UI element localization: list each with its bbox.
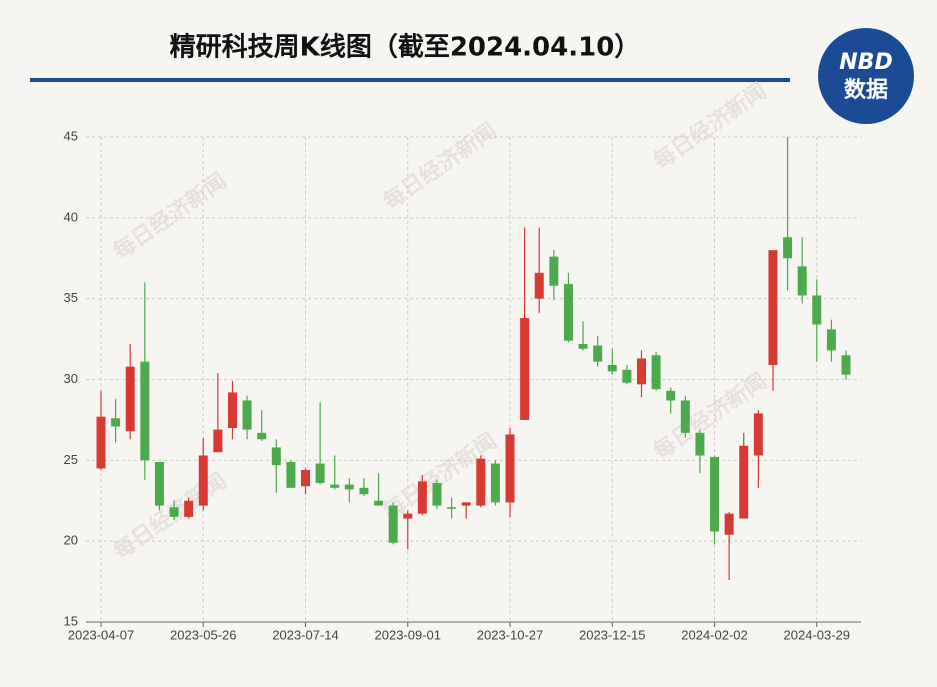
candle-body: [797, 266, 807, 296]
candle-body: [563, 284, 573, 341]
candle-body: [257, 432, 267, 440]
x-tick-label: 2023-05-26: [170, 627, 237, 642]
y-tick-label: 15: [64, 613, 78, 628]
candle-body: [695, 432, 705, 456]
candle-body: [549, 256, 559, 286]
candle-body: [753, 413, 763, 456]
x-tick-label: 2024-02-02: [681, 627, 748, 642]
logo-text: NBD: [839, 50, 892, 75]
candle-body: [125, 366, 135, 432]
title-underline: [30, 78, 790, 82]
candle-body: [826, 329, 836, 351]
candle-body: [227, 392, 237, 428]
candle-body: [812, 295, 822, 325]
candle-body: [169, 507, 179, 517]
candle-body: [476, 458, 486, 506]
candle-body: [505, 434, 515, 503]
plot: 15 20 25 30 35 40 45 2023-04-07 2023-05-26 2023-0…: [64, 128, 861, 642]
candle-body: [315, 463, 325, 483]
watermark: 每日经济新闻: [379, 118, 502, 215]
candle-body: [271, 447, 281, 466]
watermark: 每日经济新闻: [109, 168, 232, 265]
x-tick-label: 2024-03-29: [784, 627, 851, 642]
logo-circle: [818, 28, 914, 124]
candle-body: [783, 237, 793, 259]
candle-body: [432, 482, 442, 506]
y-tick-label: 30: [64, 371, 78, 386]
candle-body: [622, 369, 632, 383]
candle-body: [724, 513, 734, 535]
candle-body: [490, 463, 500, 503]
candle-body: [213, 429, 223, 453]
watermark: 每日经济新闻: [649, 78, 772, 175]
x-tick-label: 2023-12-15: [579, 627, 646, 642]
candle-body: [154, 461, 164, 506]
candle-body: [636, 358, 646, 385]
watermark: 每日经济新闻: [649, 368, 772, 465]
candle-body: [242, 400, 252, 430]
candle-body: [403, 513, 413, 519]
candle-body: [607, 364, 617, 372]
candle-body: [680, 400, 690, 433]
chart-title: 精研科技周K线图（截至2024.04.10）: [170, 33, 641, 63]
x-tick-label: 2023-07-14: [272, 627, 339, 642]
candle-body: [198, 455, 208, 506]
candle-body: [520, 318, 530, 420]
candle-body: [359, 487, 369, 495]
candle-body: [461, 502, 471, 506]
candle-body: [447, 507, 457, 509]
candle-body: [651, 355, 661, 390]
x-tick-label: 2023-04-07: [68, 627, 135, 642]
candle-body: [534, 272, 544, 299]
y-tick-label: 25: [64, 452, 78, 467]
candle-body: [184, 500, 194, 517]
candle-body: [344, 484, 354, 490]
candle-body: [739, 445, 749, 519]
candle-body: [841, 355, 851, 375]
candle-body: [286, 461, 296, 488]
candle-body: [301, 470, 311, 487]
candle-body: [593, 345, 603, 362]
candle-body: [666, 390, 676, 401]
x-tick-label: 2023-09-01: [375, 627, 442, 642]
y-tick-label: 20: [64, 533, 78, 548]
candle-body: [710, 457, 720, 532]
candle-body: [578, 343, 588, 349]
candle-body: [374, 500, 384, 506]
candle-body: [140, 361, 150, 461]
candle-body: [768, 250, 778, 365]
candle-body: [330, 484, 340, 488]
candle-body: [388, 505, 398, 543]
candle-body: [96, 416, 106, 469]
y-tick-label: 35: [64, 290, 78, 305]
candle-body: [111, 418, 121, 427]
x-tick-label: 2023-10-27: [477, 627, 544, 642]
y-tick-label: 40: [64, 209, 78, 224]
y-tick-label: 45: [64, 128, 78, 143]
logo-text: 数据: [844, 77, 888, 103]
candle-body: [417, 481, 427, 514]
